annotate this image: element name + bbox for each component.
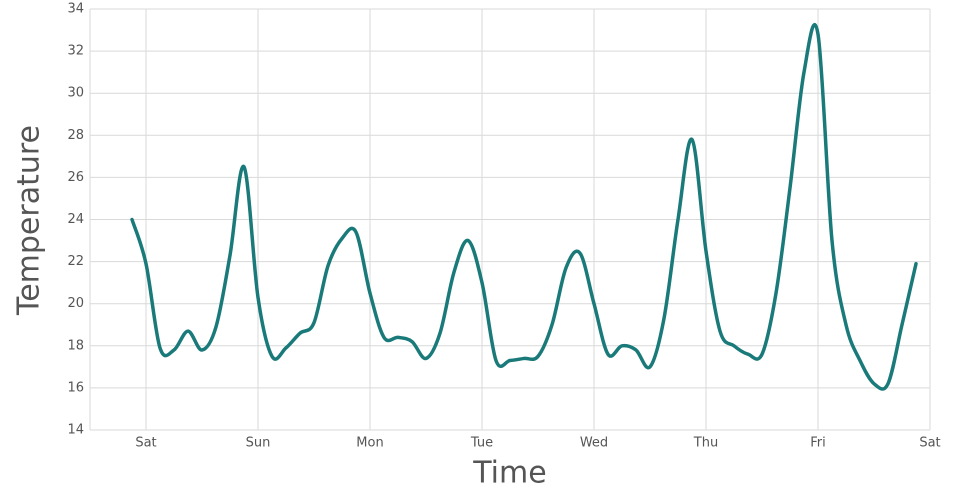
- y-tick-label: 28: [67, 128, 84, 143]
- x-tick-label: Wed: [580, 436, 608, 451]
- x-tick-label: Tue: [470, 436, 493, 451]
- y-tick-label: 30: [67, 86, 84, 101]
- x-tick-label: Thu: [693, 436, 718, 451]
- y-tick-label: 20: [67, 296, 84, 311]
- x-tick-label: Mon: [356, 436, 383, 451]
- y-tick-label: 18: [67, 338, 84, 353]
- line-series: [130, 23, 918, 391]
- y-tick-label: 34: [67, 2, 84, 17]
- x-axis-title: Time: [472, 456, 546, 491]
- x-tick-label: Sun: [246, 436, 271, 451]
- x-tick-label: Sat: [135, 436, 156, 451]
- y-tick-label: 14: [67, 423, 84, 438]
- y-tick-label: 26: [67, 170, 84, 185]
- y-tick-label: 22: [67, 254, 84, 269]
- x-tick-label: Sat: [919, 436, 940, 451]
- y-tick-label: 16: [67, 380, 84, 395]
- y-tick-label: 32: [67, 44, 84, 59]
- x-tick-label: Fri: [810, 436, 826, 451]
- y-axis-title: Temperature: [12, 125, 47, 316]
- y-tick-label: 24: [67, 212, 84, 227]
